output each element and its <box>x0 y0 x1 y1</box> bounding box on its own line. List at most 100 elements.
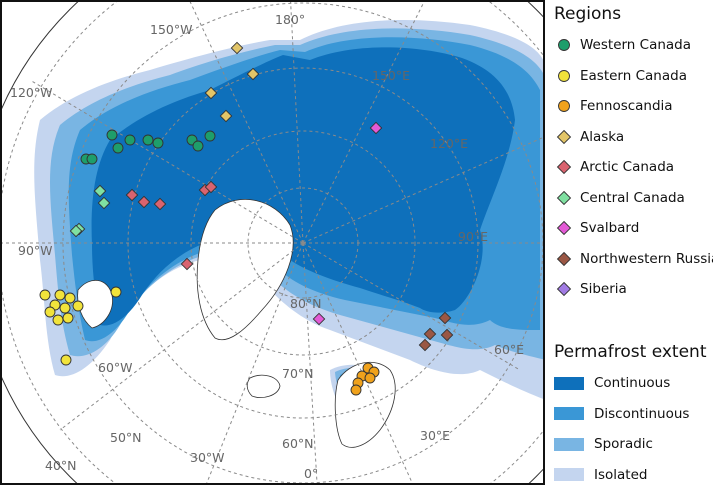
legend-item-eastern-canada: Eastern Canada <box>554 66 687 86</box>
site-western-canada <box>192 140 204 152</box>
site-eastern-canada <box>62 312 74 324</box>
diamond-marker-icon <box>554 157 574 177</box>
legend-label: Isolated <box>594 466 648 483</box>
diamond-marker-icon <box>554 249 574 269</box>
site-alaska <box>230 41 244 55</box>
legend-item-fennoscandia: Fennoscandia <box>554 96 673 116</box>
legend-label: Sporadic <box>594 436 653 452</box>
site-eastern-canada <box>72 300 84 312</box>
legend-label: Fennoscandia <box>580 98 673 114</box>
legend-label: Northwestern Russia <box>580 250 713 267</box>
site-alaska <box>219 109 233 123</box>
label-lat-40n: 40°N <box>45 458 77 473</box>
legend-label: Alaska <box>580 128 625 145</box>
legend-item-isolated: Isolated <box>554 465 647 485</box>
site-western-canada <box>152 137 164 149</box>
label-lat-60n: 60°N <box>282 436 314 451</box>
color-swatch <box>554 407 584 420</box>
site-arctic-canada <box>180 257 194 271</box>
site-arctic-canada <box>137 195 151 209</box>
legend-label: Eastern Canada <box>580 67 687 84</box>
label-lat-50n: 50°N <box>110 430 142 445</box>
site-svalbard <box>312 312 326 326</box>
site-arctic-canada <box>125 188 139 202</box>
legend: Regions Western Canada Eastern Canada Fenn… <box>546 0 713 486</box>
legend-item-continuous: Continuous <box>554 373 670 393</box>
site-markers <box>39 41 454 396</box>
site-fennoscandia <box>350 384 362 396</box>
diamond-marker-icon <box>554 279 574 299</box>
site-western-canada <box>142 134 154 146</box>
site-eastern-canada <box>44 306 56 318</box>
site-eastern-canada <box>39 289 51 301</box>
legend-item-discontinuous: Discontinuous <box>554 404 689 424</box>
site-western-canada <box>106 129 118 141</box>
legend-label: Svalbard <box>580 220 640 236</box>
site-western-canada <box>112 142 124 154</box>
site-eastern-canada <box>64 292 76 304</box>
site-alaska <box>246 67 260 81</box>
site-northwestern-russia <box>440 328 454 342</box>
site-northwestern-russia <box>438 311 452 325</box>
legend-item-svalbard: Svalbard <box>554 218 639 238</box>
site-northwestern-russia <box>418 338 432 352</box>
label-lon-30w: 30°W <box>190 450 225 465</box>
color-swatch <box>554 437 584 451</box>
label-lon-180: 180° <box>275 12 305 27</box>
diamond-marker-icon <box>554 218 574 238</box>
legend-label: Central Canada <box>580 189 685 206</box>
label-lon-150e: 150°E <box>372 68 410 83</box>
legend-label: Siberia <box>580 281 627 297</box>
legend-item-central-canada: Central Canada <box>554 188 685 208</box>
site-eastern-canada <box>54 289 66 301</box>
site-eastern-canada <box>59 302 71 314</box>
color-swatch <box>554 376 584 390</box>
label-lon-120e: 120°E <box>430 136 468 151</box>
legend-item-sporadic: Sporadic <box>554 434 653 454</box>
legend-item-siberia: Siberia <box>554 279 627 299</box>
permafrost-title: Permafrost extent <box>554 342 707 362</box>
site-arctic-canada <box>153 197 167 211</box>
site-western-canada <box>86 153 98 165</box>
diamond-marker-icon <box>554 188 574 208</box>
legend-item-western-canada: Western Canada <box>554 35 691 55</box>
site-eastern-canada <box>110 286 122 298</box>
label-lon-90w: 90°W <box>18 243 53 258</box>
legend-item-alaska: Alaska <box>554 127 624 147</box>
label-lon-120w: 120°W <box>10 85 52 100</box>
landmass-outlines <box>77 199 396 448</box>
legend-label: Western Canada <box>580 37 692 53</box>
polar-map: 180° 150°W 120°W 90°W 60°W 30°W 0° 150°E… <box>0 0 545 485</box>
map-frame <box>0 0 545 485</box>
label-lon-30e: 30°E <box>420 428 450 443</box>
site-western-canada <box>124 134 136 146</box>
legend-item-arctic-canada: Arctic Canada <box>554 157 674 177</box>
site-central-canada <box>97 196 111 210</box>
label-lon-60w: 60°W <box>98 360 133 375</box>
label-lon-150w: 150°W <box>150 22 192 37</box>
site-svalbard <box>369 121 383 135</box>
legend-label: Continuous <box>594 375 671 391</box>
circle-marker-icon <box>554 66 574 86</box>
circle-marker-icon <box>554 96 574 116</box>
site-eastern-canada <box>60 354 72 366</box>
color-swatch <box>554 468 584 481</box>
site-eastern-canada <box>52 314 64 326</box>
regions-title: Regions <box>554 4 622 24</box>
site-alaska <box>204 86 218 100</box>
site-fennoscandia <box>364 372 376 384</box>
label-lon-60e: 60°E <box>494 342 524 357</box>
site-central-canada <box>69 224 83 238</box>
label-lat-80n: 80°N <box>290 296 322 311</box>
site-western-canada <box>204 130 216 142</box>
site-arctic-canada <box>204 180 218 194</box>
label-lon-0: 0° <box>304 466 318 481</box>
site-central-canada <box>93 184 107 198</box>
legend-label: Discontinuous <box>594 405 690 422</box>
site-northwestern-russia <box>423 327 437 341</box>
graticule-labels: 180° 150°W 120°W 90°W 60°W 30°W 0° 150°E… <box>10 12 524 481</box>
diamond-marker-icon <box>554 127 574 147</box>
label-lat-70n: 70°N <box>282 366 314 381</box>
label-lon-90e: 90°E <box>458 229 488 244</box>
